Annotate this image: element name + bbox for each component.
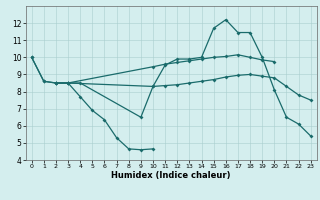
X-axis label: Humidex (Indice chaleur): Humidex (Indice chaleur) [111, 171, 231, 180]
